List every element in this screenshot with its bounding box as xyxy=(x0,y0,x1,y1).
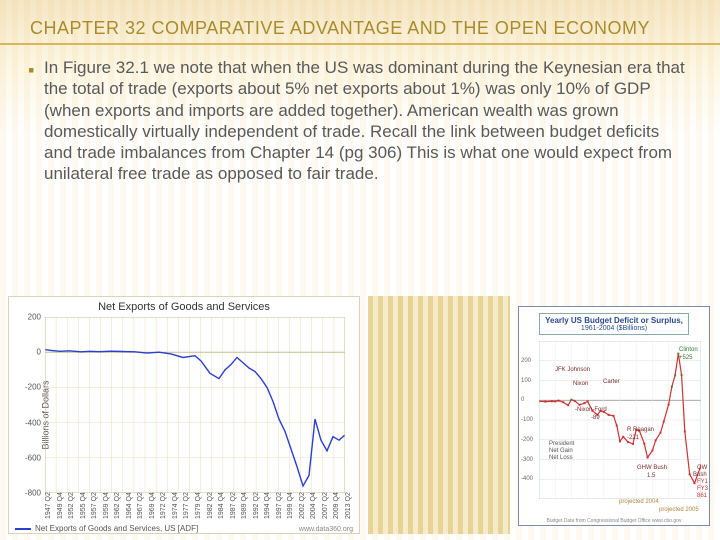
chart2-annotation: Net Gain xyxy=(549,448,573,454)
legend-label: Net Exports of Goods and Services, US [A… xyxy=(35,524,198,533)
chart2-annotation: -221 xyxy=(627,435,639,441)
chart2-annotation: JFK Johnson xyxy=(555,367,590,373)
chart2-title: Yearly US Budget Deficit or Surplus, xyxy=(542,316,686,325)
chart1-source: www.data360.org xyxy=(299,526,353,533)
chart2-annotation: projected 2004 xyxy=(619,499,659,505)
chart2-ytick: 0 xyxy=(521,397,524,403)
chart2-annotation: 1.5 xyxy=(647,473,655,479)
body-area: ▪ In Figure 32.1 we note that when the U… xyxy=(0,47,720,185)
bullet-marker: ▪ xyxy=(28,59,38,81)
chart2-ytick: 200 xyxy=(521,358,531,364)
chart1-yticks: 2000-200-400-600-800 xyxy=(9,317,43,493)
legend-swatch xyxy=(15,528,31,530)
chart2-ytick: -200 xyxy=(521,437,533,443)
bullet-row: ▪ In Figure 32.1 we note that when the U… xyxy=(28,57,692,185)
budget-deficit-chart: Yearly US Budget Deficit or Surplus, 196… xyxy=(518,306,710,526)
chart1-title: Net Exports of Goods and Services xyxy=(9,297,359,313)
chart2-annotation: President xyxy=(549,441,574,447)
chart2-ytick: -100 xyxy=(521,417,533,423)
net-exports-chart: Net Exports of Goods and Services Billio… xyxy=(8,296,360,534)
chart2-plot xyxy=(539,341,701,499)
chart2-ytick: 100 xyxy=(521,378,531,384)
chart2-annotation: FY3 xyxy=(697,486,708,492)
slide-title: Chapter 32 Comparative Advantage and the… xyxy=(0,0,720,47)
chart2-annotation: R Reagan xyxy=(627,427,654,433)
title-text: Chapter 32 Comparative Advantage and the… xyxy=(30,18,650,38)
chart1-ytick: 200 xyxy=(9,313,41,322)
chart2-annotation: Carter xyxy=(603,379,620,385)
chart1-ytick: -200 xyxy=(9,383,41,392)
chart1-ytick: 0 xyxy=(9,348,41,357)
body-text: In Figure 32.1 we note that when the US … xyxy=(44,57,692,185)
chart2-annotation: GW xyxy=(697,465,707,471)
chart2-source: Budget Data from Congressional Budget Of… xyxy=(519,518,709,524)
chart2-annotation: GHW Bush xyxy=(637,465,667,471)
slide: Chapter 32 Comparative Advantage and the… xyxy=(0,0,720,540)
chart2-title-box: Yearly US Budget Deficit or Surplus, 196… xyxy=(539,313,689,335)
chart1-ytick: -600 xyxy=(9,453,41,462)
chart2-annotation: Nixon xyxy=(573,381,588,387)
charts-row: Net Exports of Goods and Services Billio… xyxy=(0,296,720,534)
chart2-annotation: -Nixon-Ford xyxy=(575,407,607,413)
chart2-annotation: -89 xyxy=(591,415,600,421)
title-underline xyxy=(0,43,720,45)
decorative-stripe-panel xyxy=(368,296,510,534)
chart1-ytick: -400 xyxy=(9,418,41,427)
chart1-ytick: -800 xyxy=(9,489,41,498)
chart2-annotation: projected 2005 xyxy=(659,507,699,513)
chart2-annotation: Net Loss xyxy=(549,455,573,461)
chart2-annotation: +525 xyxy=(679,355,693,361)
chart2-annotation: 861 xyxy=(697,493,707,499)
chart2-ytick: -300 xyxy=(521,457,533,463)
chart2-subtitle: 1961-2004 ($Billions) xyxy=(542,325,686,332)
chart2-annotation: Clinton xyxy=(679,347,698,353)
chart2-annotation: FY1 xyxy=(697,479,708,485)
chart1-legend: Net Exports of Goods and Services, US [A… xyxy=(15,524,198,533)
chart2-annotation: Bush xyxy=(693,472,707,478)
chart1-plot xyxy=(45,317,345,493)
chart2-ytick: -400 xyxy=(521,476,533,482)
chart1-xticks: 1947 Q21949 Q41952 Q21955 Q41957 Q21959 … xyxy=(45,495,345,519)
